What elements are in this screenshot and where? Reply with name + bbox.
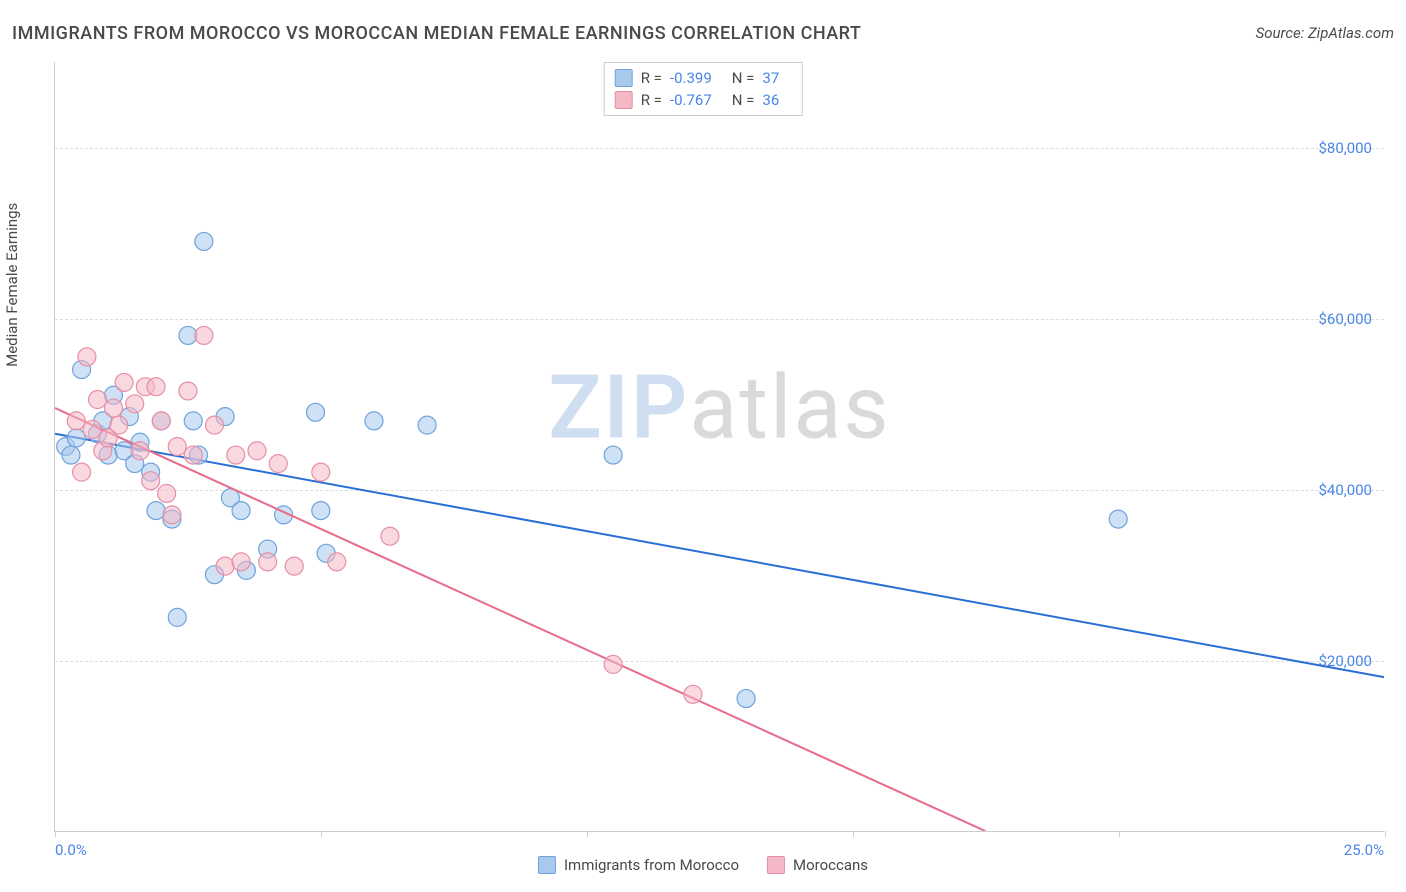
chart-svg: [55, 62, 1384, 831]
bottom-legend: Immigrants from Morocco Moroccans: [538, 856, 868, 874]
n-label: N =: [732, 91, 755, 109]
r-label: R =: [641, 69, 662, 87]
n-value-1: 37: [762, 69, 779, 87]
x-tick-mark: [587, 831, 588, 837]
legend-swatch-series1: [538, 856, 556, 874]
x-tick-mark: [1119, 831, 1120, 837]
r-value-1: -0.399: [670, 69, 712, 87]
n-label: N =: [732, 69, 755, 87]
legend-swatch-series2: [767, 856, 785, 874]
chart-header: IMMIGRANTS FROM MOROCCO VS MOROCCAN MEDI…: [12, 18, 1394, 48]
stats-row-series2: R = -0.767 N = 36: [615, 89, 792, 111]
x-tick-mark: [1385, 831, 1386, 837]
y-axis-label: Median Female Earnings: [3, 203, 21, 367]
x-tick-mark: [321, 831, 322, 837]
plot-area: ZIPatlas $20,000$40,000$60,000$80,0000.0…: [54, 62, 1384, 832]
legend-label-series2: Moroccans: [793, 856, 868, 874]
stats-row-series1: R = -0.399 N = 37: [615, 67, 792, 89]
swatch-series2: [615, 91, 633, 109]
x-tick-label: 0.0%: [55, 841, 87, 859]
correlation-stats-box: R = -0.399 N = 37 R = -0.767 N = 36: [604, 62, 803, 116]
x-tick-mark: [853, 831, 854, 837]
legend-label-series1: Immigrants from Morocco: [564, 856, 739, 874]
source-attribution: Source: ZipAtlas.com: [1256, 24, 1394, 42]
x-tick-mark: [55, 831, 56, 837]
chart-title: IMMIGRANTS FROM MOROCCO VS MOROCCAN MEDI…: [12, 23, 861, 44]
legend-item-series2: Moroccans: [767, 856, 868, 874]
swatch-series1: [615, 69, 633, 87]
legend-item-series1: Immigrants from Morocco: [538, 856, 739, 874]
r-value-2: -0.767: [670, 91, 712, 109]
x-tick-label: 25.0%: [1344, 841, 1384, 859]
r-label: R =: [641, 91, 662, 109]
n-value-2: 36: [762, 91, 779, 109]
